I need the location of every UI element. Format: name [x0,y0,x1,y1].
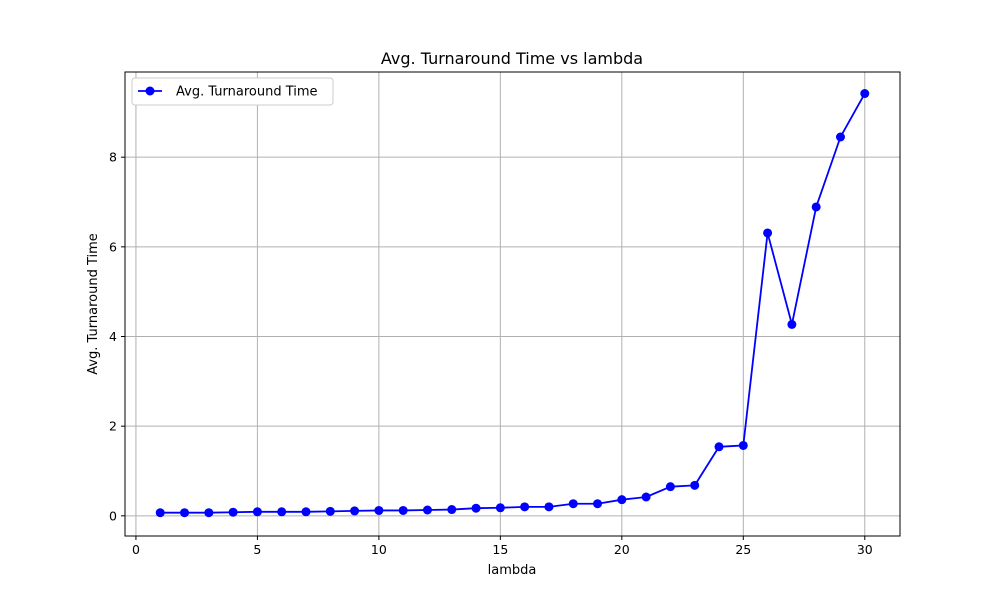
data-point [617,495,627,505]
y-axis-label: Avg. Turnaround Time [86,233,101,375]
x-tick-label: 0 [132,542,140,557]
data-point [763,228,773,238]
data-point [155,508,165,518]
data-point [374,505,384,515]
data-point [787,319,797,329]
data-point [180,508,190,518]
x-axis-label: lambda [488,563,537,578]
x-tick-label: 20 [614,542,630,557]
data-point [301,507,311,517]
legend-marker-swatch [145,86,155,96]
data-point [835,132,845,142]
data-point [277,507,287,517]
x-tick-label: 5 [253,542,261,557]
y-tick-label: 4 [109,329,117,344]
series-markers [155,89,870,518]
plot-area-frame [124,71,901,537]
y-tick-label: 8 [109,150,117,165]
legend: Avg. Turnaround Time [131,77,334,106]
data-point [738,440,748,450]
data-point [325,506,335,516]
data-point [228,507,238,517]
data-point [398,505,408,515]
data-point [252,507,262,517]
data-point [641,492,651,502]
data-point [471,503,481,513]
y-tick-label: 6 [109,239,117,254]
data-point [811,202,821,212]
x-tick-label: 30 [857,542,873,557]
data-point [422,505,432,515]
data-point [495,503,505,513]
x-tick-label: 10 [371,542,387,557]
y-tick-label: 0 [109,508,117,523]
data-point [665,482,675,492]
data-point [350,506,360,516]
y-tick-label: 2 [109,419,117,434]
chart-title: Avg. Turnaround Time vs lambda [381,49,643,68]
data-point [690,480,700,490]
data-point [204,508,214,518]
data-point [714,442,724,452]
data-point [860,89,870,99]
data-point [544,502,554,512]
legend-box [131,77,334,106]
axis-ticks: 0 5 10 15 20 25 30 0 2 4 6 8 [109,150,873,557]
x-tick-label: 25 [735,542,751,557]
data-point [568,499,578,509]
data-point [520,502,530,512]
data-point [593,499,603,509]
data-point [447,505,457,515]
legend-label: Avg. Turnaround Time [176,85,318,100]
x-tick-label: 15 [492,542,508,557]
